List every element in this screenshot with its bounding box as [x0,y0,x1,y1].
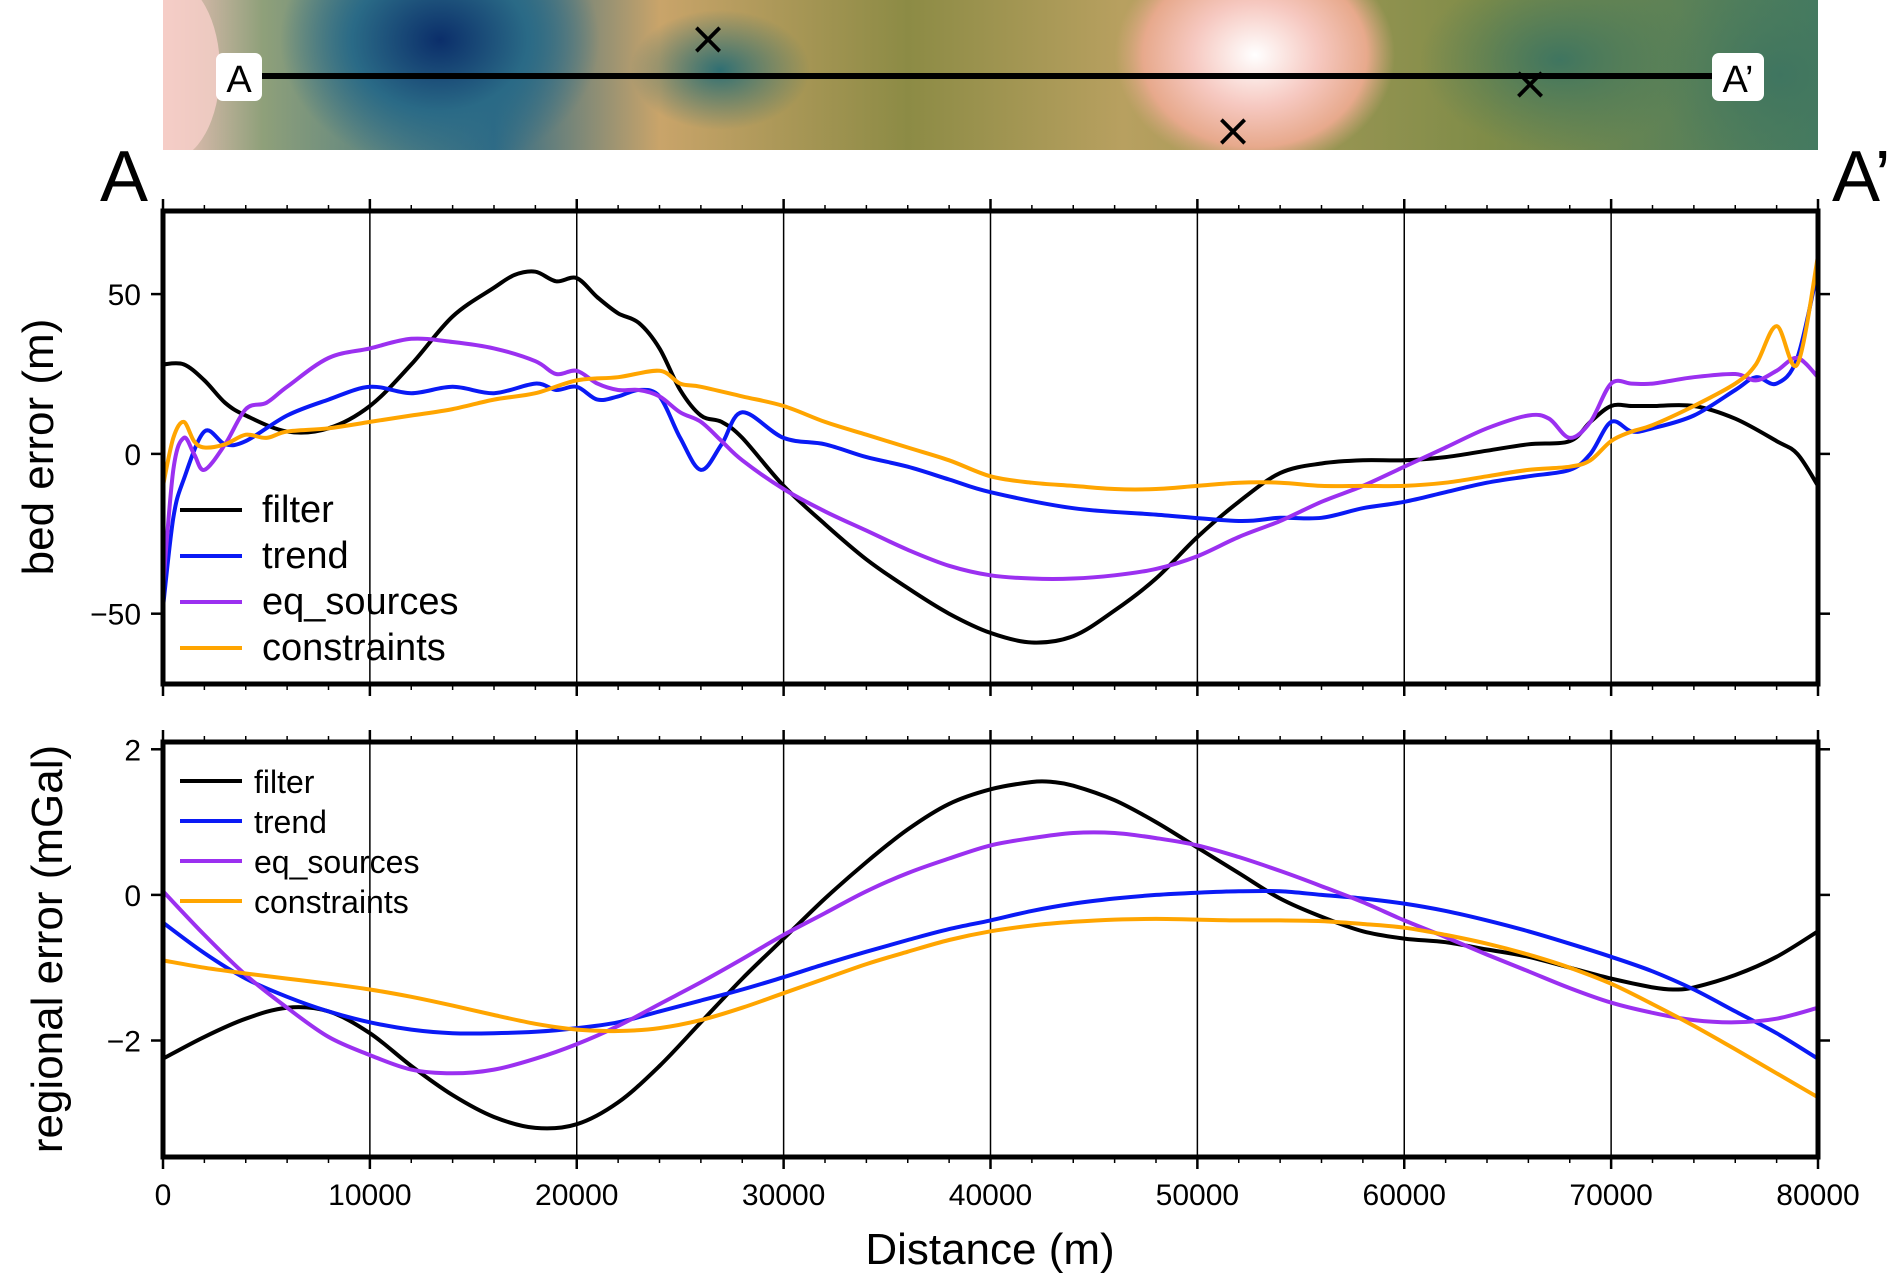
section-end-label: A’ [1832,137,1891,217]
marker-x-2: × [1214,103,1253,157]
regional-error-x-tick-label: 80000 [1776,1179,1859,1212]
bed-error-line-constraints [161,253,1820,492]
regional-error-y-tick-label: 2 [124,734,141,767]
bed-error-legend-label-eq-sources: eq_sources [262,581,458,623]
regional-error-series [161,779,1820,1131]
bed-error-legend-label-trend: trend [262,535,349,577]
regional-error-legend-label-eq-sources: eq_sources [254,844,419,880]
regional-error-legend: filter trend eq_sources constraints [180,764,419,920]
section-start-label: A [100,137,148,217]
regional-error-x-tick-label: 40000 [949,1179,1032,1212]
marker-x-1: × [689,11,728,65]
regional-error-x-tick-label: 50000 [1156,1179,1239,1212]
bed-error-grid [369,211,1612,684]
regional-error-x-tick-label: 70000 [1569,1179,1652,1212]
regional-error-x-tick-label: 60000 [1363,1179,1446,1212]
bed-error-line-eq-sources [161,336,1820,591]
regional-error-line-trend [161,888,1820,1061]
regional-error-legend-label-filter: filter [254,764,315,800]
regional-error-grid [369,742,1612,1157]
regional-error-line-eq-sources [161,830,1820,1076]
regional-error-x-tick-label: 30000 [742,1179,825,1212]
bed-error-ylabel: bed error (m) [14,319,63,576]
regional-error-y-tick-label: −2 [107,1026,141,1059]
profile-start-box [216,53,262,101]
bed-error-frame [160,208,1821,687]
regional-error-ylabel: regional error (mGal) [23,745,72,1153]
regional-error-x-tick-label: 0 [155,1179,172,1212]
bed-error-y-tick-label: 50 [108,279,141,312]
profile-end-label: A’ [1723,59,1754,101]
bed-error-series [161,253,1820,645]
regional-error-legend-label-constraints: constraints [254,884,409,920]
regional-error-ticks: 0 10000 20000 30000 40000 50000 60000 70000 8000… [107,730,1860,1212]
regional-error-x-tick-label: 10000 [328,1179,411,1212]
marker-x-3: × [1511,56,1550,110]
regional-error-frame [160,739,1821,1160]
regional-error-y-tick-label: 0 [124,880,141,913]
profile-location-map: A A’ × × × [163,0,1818,157]
regional-error-line-constraints [161,916,1820,1100]
profile-start-label: A [226,59,252,101]
regional-error-legend-label-trend: trend [254,804,327,840]
bed-error-y-tick-label: −50 [90,599,141,632]
regional-error-xlabel: Distance (m) [865,1225,1114,1274]
bed-error-y-tick-label: 0 [124,439,141,472]
regional-error-panel: 0 10000 20000 30000 40000 50000 60000 70000 8000… [23,730,1860,1274]
regional-error-x-tick-label: 20000 [535,1179,618,1212]
profile-end-box [1712,53,1764,101]
bed-error-legend-label-filter: filter [262,489,334,531]
bed-error-legend-label-constraints: constraints [262,627,446,669]
bed-error-ticks: −50 0 50 [90,199,1830,696]
bed-error-line-trend [161,266,1820,610]
